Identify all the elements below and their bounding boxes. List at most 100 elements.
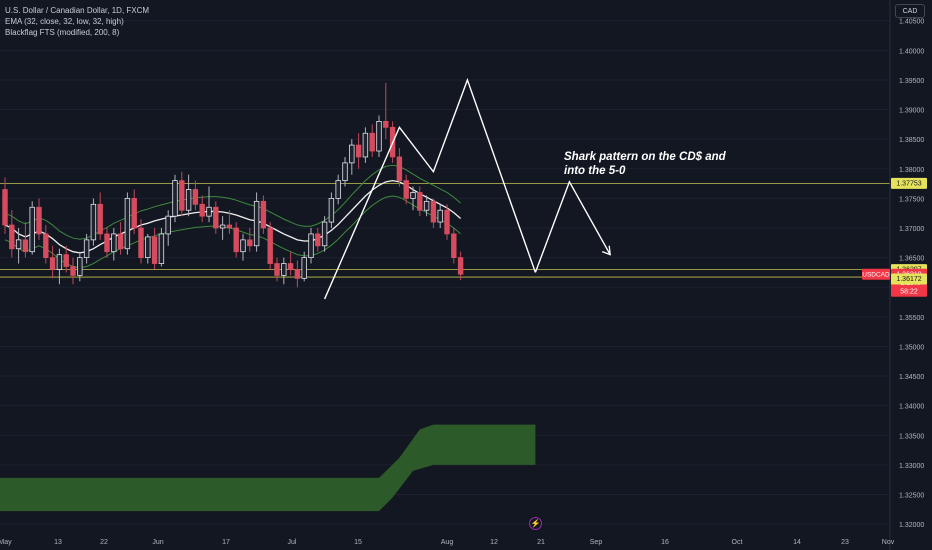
candle: [349, 139, 355, 175]
legend-symbol[interactable]: U.S. Dollar / Canadian Dollar, 1D, FXCM: [5, 6, 150, 15]
candle: [104, 228, 110, 258]
x-tick-label: 17: [222, 539, 230, 546]
candle-body: [138, 227, 144, 259]
candle-body: [430, 200, 437, 223]
x-tick-label: 13: [54, 539, 62, 546]
candle-body: [457, 257, 464, 275]
y-tick-label: 1.38500: [899, 137, 924, 144]
annotation-line-1: Shark pattern on the CD$ and: [564, 151, 726, 163]
candle: [138, 219, 144, 264]
candle-body: [335, 180, 341, 199]
candle: [131, 189, 137, 234]
candle-body: [15, 239, 22, 250]
y-tick-label: 1.40000: [899, 48, 924, 55]
candle-body: [145, 236, 151, 259]
candle-body: [444, 209, 450, 235]
candle-body: [240, 239, 246, 253]
candle: [417, 186, 423, 217]
candle: [253, 192, 260, 252]
candle-body: [287, 263, 294, 270]
candle: [267, 222, 273, 270]
candle: [179, 171, 185, 217]
x-tick-label: Nov: [882, 539, 895, 546]
candle-body: [158, 233, 165, 264]
time-axis: May 13 22 Jun 17 Jul 15 Aug 12 21 Sep 16 Oct 14 23 Nov: [0, 539, 895, 546]
shark-pattern-drawing: [323, 77, 611, 300]
candle-body: [396, 156, 403, 182]
candle: [376, 115, 382, 157]
price-tag-text: 1.37753: [896, 180, 921, 187]
candle-body: [111, 233, 117, 253]
candle-body: [2, 189, 8, 226]
candle-body: [29, 206, 35, 253]
candle: [383, 82, 389, 140]
symbol-tag: USDCAD: [862, 268, 890, 280]
legend-blackflag[interactable]: Blackflag FTS (modified, 200, 8): [5, 28, 120, 37]
candle-body: [104, 233, 110, 253]
candle: [83, 233, 90, 264]
candle-body: [219, 224, 226, 229]
y-tick-label: 1.35000: [899, 344, 924, 351]
currency-button[interactable]: CAD: [895, 4, 925, 18]
candle: [43, 225, 49, 264]
y-tick-label: 1.40500: [899, 19, 924, 26]
lightning-icon[interactable]: ⚡: [529, 517, 542, 530]
candle: [233, 222, 239, 258]
band-upper-line: [4, 164, 461, 240]
candle: [90, 198, 97, 246]
cloud-shape: [0, 424, 536, 512]
candles: [2, 82, 464, 288]
candle: [124, 192, 131, 255]
candle-body: [267, 227, 273, 264]
candle: [172, 174, 178, 223]
candle-body: [83, 239, 90, 259]
y-tick-label: 1.34000: [899, 404, 924, 411]
candle: [199, 195, 205, 223]
candle: [185, 174, 192, 217]
candle-body: [179, 180, 185, 211]
candle-body: [362, 132, 369, 158]
candle-body: [355, 144, 362, 158]
candle-body: [328, 197, 335, 223]
candle: [355, 133, 362, 169]
candle-body: [199, 203, 205, 217]
candle: [260, 195, 267, 234]
candle: [444, 204, 450, 240]
price-tags: 1.377531.36297USDCAD1.36219-1.13%58:221.…: [862, 177, 927, 297]
candle: [396, 148, 403, 187]
x-tick-label: 12: [490, 539, 498, 546]
ema-line: [4, 179, 462, 254]
y-tick-label: 1.36500: [899, 256, 924, 263]
y-tick-label: 1.33000: [899, 463, 924, 470]
candle-body: [233, 227, 239, 253]
candle: [158, 228, 165, 267]
x-tick-label: 22: [100, 539, 108, 546]
y-tick-label: 1.38000: [899, 167, 924, 174]
legend-ema[interactable]: EMA (32, close, 32, low, 32, high): [5, 17, 124, 26]
candle-body: [410, 192, 416, 199]
candle-body: [56, 254, 63, 270]
candle: [274, 257, 280, 282]
candle: [342, 156, 348, 187]
candle: [111, 228, 117, 261]
chart-annotation[interactable]: Shark pattern on the CD$ and into the 5-…: [564, 150, 754, 178]
cloud-area: [0, 424, 536, 512]
candle-body: [294, 269, 301, 279]
candle-body: [321, 221, 328, 247]
candle-body: [281, 263, 287, 276]
x-tick-label: Aug: [441, 539, 454, 546]
candle: [315, 228, 321, 252]
candle: [49, 245, 56, 279]
candle: [219, 216, 226, 240]
price-tag-text: 1.36172: [896, 276, 921, 283]
candle-body: [423, 200, 430, 211]
candle-body: [369, 132, 375, 152]
candle: [281, 257, 287, 285]
candle: [335, 174, 341, 205]
candle: [308, 228, 314, 264]
candle-body: [192, 189, 199, 205]
symbol-tag-box: [862, 268, 890, 280]
indicator-bands: [4, 164, 462, 269]
candle-body: [165, 215, 171, 235]
